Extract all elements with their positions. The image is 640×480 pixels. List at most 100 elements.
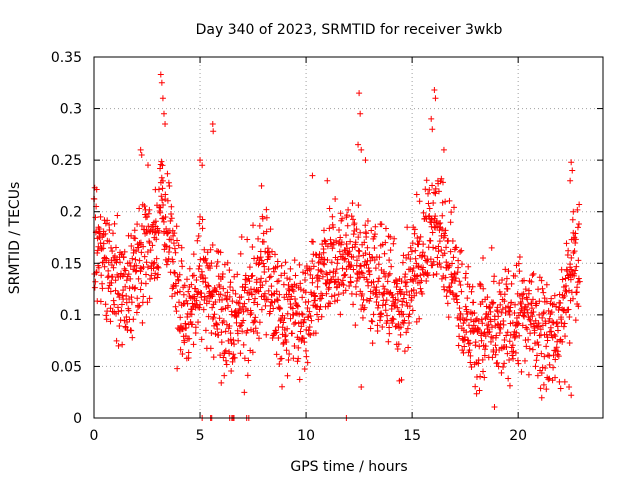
data-point [574, 284, 581, 291]
data-point [237, 322, 244, 329]
data-point [182, 320, 189, 327]
data-point [154, 274, 161, 281]
data-point [183, 297, 190, 304]
data-point [367, 295, 374, 302]
data-point [223, 361, 230, 368]
data-point [478, 337, 485, 344]
data-point [477, 283, 484, 290]
data-point [231, 341, 238, 348]
data-point [164, 170, 171, 177]
data-point [274, 263, 281, 270]
x-tick-label: 0 [90, 428, 99, 444]
data-point [127, 275, 134, 282]
data-point [575, 220, 582, 227]
data-point [335, 291, 342, 298]
data-point [324, 243, 331, 250]
data-point [529, 296, 536, 303]
data-point [428, 115, 435, 122]
data-point [439, 212, 446, 219]
data-point [199, 278, 206, 285]
data-point [533, 357, 540, 364]
gridlines [94, 57, 603, 418]
data-point [538, 350, 545, 357]
data-point [123, 277, 130, 284]
data-point [234, 330, 241, 337]
data-point [438, 175, 445, 182]
data-point [447, 219, 454, 226]
data-point [317, 303, 324, 310]
data-point [264, 296, 271, 303]
data-point [511, 334, 518, 341]
data-point [488, 244, 495, 251]
data-point [217, 249, 224, 256]
data-point [249, 349, 256, 356]
data-point [368, 227, 375, 234]
data-point [387, 247, 394, 254]
data-point [158, 193, 165, 200]
data-point [494, 359, 501, 366]
data-point [211, 311, 218, 318]
data-point [129, 255, 136, 262]
data-point [189, 306, 196, 313]
data-point [463, 316, 470, 323]
data-point [326, 225, 333, 232]
data-point [217, 352, 224, 359]
data-point [512, 349, 519, 356]
data-point [111, 301, 118, 308]
data-point [447, 248, 454, 255]
data-point [522, 286, 529, 293]
data-point [489, 300, 496, 307]
data-point [435, 188, 442, 195]
data-point [144, 264, 151, 271]
data-point [321, 237, 328, 244]
data-point [267, 308, 274, 315]
data-point [394, 345, 401, 352]
data-point [323, 270, 330, 277]
data-point [369, 318, 376, 325]
data-point [471, 309, 478, 316]
data-point [432, 95, 439, 102]
data-point [131, 285, 138, 292]
y-tick-label: 0.35 [51, 50, 82, 66]
data-point [361, 239, 368, 246]
data-point [351, 220, 358, 227]
data-point [155, 264, 162, 271]
data-point [102, 230, 109, 237]
data-point [404, 224, 411, 231]
data-point [283, 339, 290, 346]
data-point [506, 338, 513, 345]
data-point [561, 292, 568, 299]
data-point [119, 292, 126, 299]
data-point [174, 365, 181, 372]
data-point [465, 263, 472, 270]
data-point [260, 238, 267, 245]
data-point [521, 313, 528, 320]
data-point [456, 333, 463, 340]
data-point [501, 336, 508, 343]
data-point [197, 301, 204, 308]
data-point [92, 278, 99, 285]
data-point [266, 253, 273, 260]
data-point [512, 301, 519, 308]
data-point [543, 386, 550, 393]
data-point [260, 260, 267, 267]
data-point [345, 206, 352, 213]
data-point [185, 288, 192, 295]
data-point [193, 276, 200, 283]
data-points [90, 71, 583, 421]
data-point [576, 278, 583, 285]
data-point [221, 372, 228, 379]
data-point [343, 232, 350, 239]
data-point [307, 312, 314, 319]
data-point [398, 278, 405, 285]
y-tick-label: 0.3 [60, 102, 82, 118]
data-point [365, 282, 372, 289]
data-point [138, 223, 145, 230]
data-point [436, 260, 443, 267]
data-point [333, 266, 340, 273]
data-point [386, 270, 393, 277]
data-point [358, 384, 365, 391]
data-point [157, 204, 164, 211]
data-point [158, 79, 165, 86]
data-point [480, 255, 487, 262]
